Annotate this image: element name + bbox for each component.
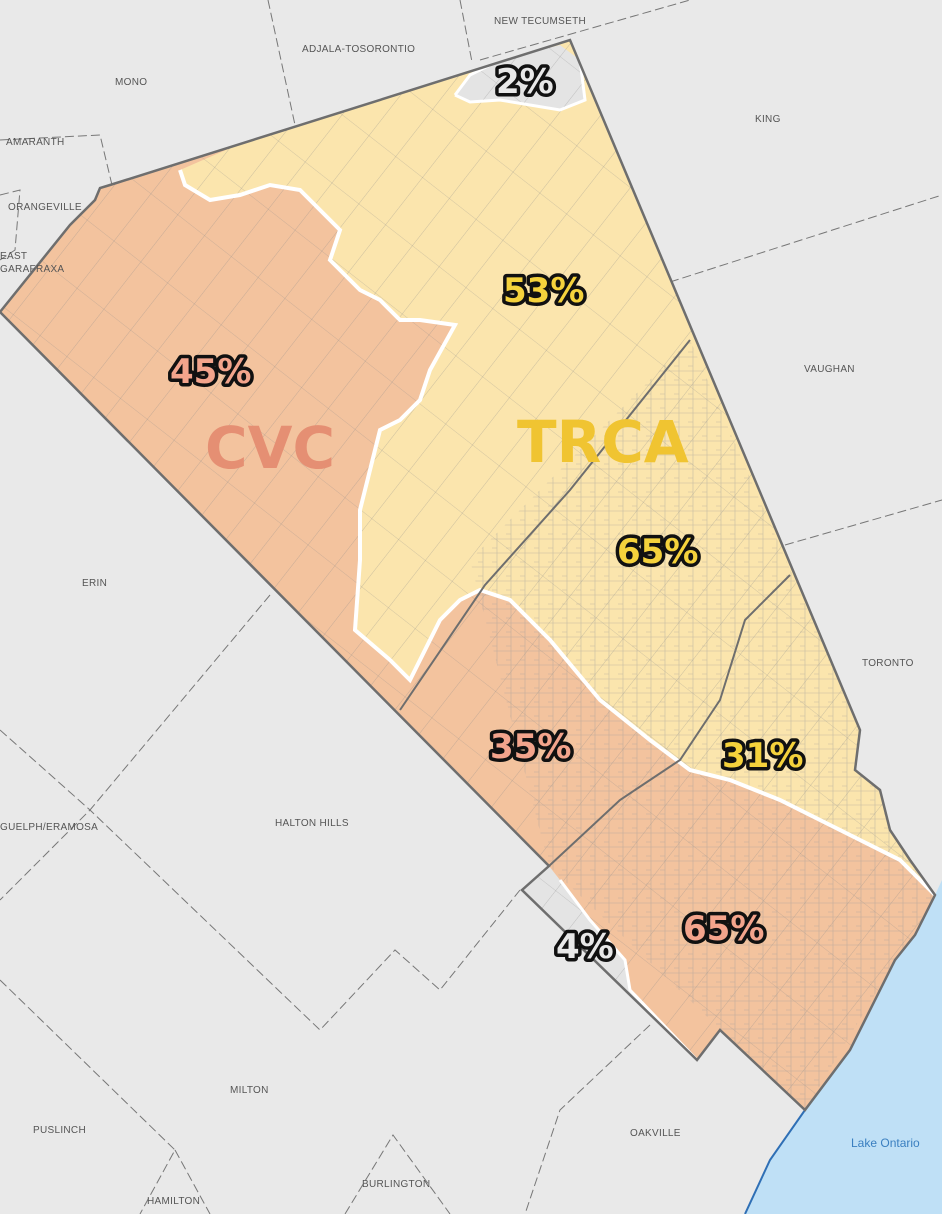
lake-ontario — [745, 880, 942, 1214]
place-labels: NEW TECUMSETH ADJALA-TOSORONTIO MONO KIN… — [0, 16, 920, 1207]
place-label: PUSLINCH — [33, 1125, 86, 1136]
place-label: ERIN — [82, 578, 107, 589]
pct-brampton-trca: 65% — [617, 532, 698, 572]
percentage-labels: 45% 53% 2% 65% 35% 31% 65% 4% — [167, 59, 807, 971]
pct-caledon-cvc: 45% — [170, 352, 251, 392]
place-label: ADJALA-TOSORONTIO — [302, 44, 415, 55]
pct-mississauga-trca: 31% — [722, 736, 803, 776]
pct-caledon-trca: 53% — [503, 271, 584, 311]
pct-mississauga-cvc: 65% — [683, 909, 764, 949]
place-label: ORANGEVILLE — [8, 202, 82, 213]
place-label: VAUGHAN — [804, 364, 855, 375]
cvc-label: CVC — [205, 414, 335, 482]
place-label: HAMILTON — [147, 1196, 200, 1207]
place-label: KING — [755, 114, 781, 125]
place-label: MONO — [115, 77, 147, 88]
place-label: AMARANTH — [6, 137, 65, 148]
place-label: EAST — [0, 251, 27, 262]
lake-label: Lake Ontario — [851, 1136, 920, 1150]
watershed-divide — [178, 169, 935, 897]
place-label: GARAFRAXA — [0, 264, 64, 275]
place-label: NEW TECUMSETH — [494, 16, 586, 27]
place-label: TORONTO — [862, 658, 914, 669]
place-label: OAKVILLE — [630, 1128, 681, 1139]
pct-caledon-other: 2% — [496, 62, 554, 102]
place-label: GUELPH/ERAMOSA — [0, 822, 98, 833]
pct-mississauga-other: 4% — [556, 927, 614, 967]
trca-label: TRCA — [517, 408, 689, 476]
peel-municipal-lines — [399, 339, 791, 867]
place-label: BURLINGTON — [362, 1179, 430, 1190]
place-label: HALTON HILLS — [275, 818, 349, 829]
pct-brampton-cvc: 35% — [490, 727, 571, 767]
place-label: MILTON — [230, 1085, 269, 1096]
